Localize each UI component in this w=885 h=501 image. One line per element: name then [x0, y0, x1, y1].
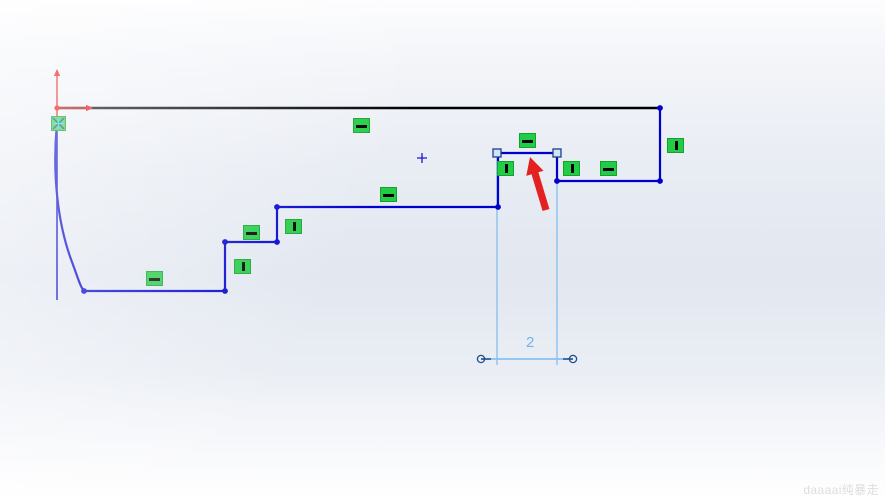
horizontal-constraint-icon[interactable] — [243, 225, 260, 240]
vertical-constraint-icon[interactable] — [497, 161, 514, 176]
horizontal-constraint-icon[interactable] — [146, 271, 163, 286]
vertical-bar-glyph — [293, 222, 296, 231]
vertical-bar-glyph — [571, 164, 574, 173]
dimension-value[interactable]: 2 — [526, 334, 535, 351]
cursor-crosshair-icon — [417, 153, 427, 163]
horizontal-bar-glyph — [246, 232, 257, 235]
sketch-polyline[interactable] — [82, 106, 662, 293]
horizontal-bar-glyph — [603, 168, 614, 171]
vertical-constraint-icon[interactable] — [234, 259, 251, 274]
vertical-constraint-icon[interactable] — [285, 219, 302, 234]
vertical-bar-glyph — [675, 141, 678, 150]
sketch-vertices[interactable] — [81, 105, 663, 294]
watermark-text: daaaai纯暴走 — [803, 483, 879, 497]
dimension-line[interactable] — [476, 354, 578, 364]
origin-axes — [53, 69, 93, 300]
origin-marker-box[interactable] — [51, 116, 66, 131]
horizontal-constraint-icon[interactable] — [353, 118, 370, 133]
horizontal-constraint-icon[interactable] — [380, 187, 397, 202]
origin-point — [54, 105, 60, 111]
vertical-constraint-icon[interactable] — [667, 138, 684, 153]
horizontal-constraint-icon[interactable] — [519, 133, 536, 148]
horizontal-bar-glyph — [149, 278, 160, 281]
annotation-arrow-icon — [526, 157, 550, 211]
vertical-constraint-icon[interactable] — [563, 161, 580, 176]
vertical-bar-glyph — [242, 262, 245, 271]
horizontal-bar-glyph — [522, 140, 533, 143]
selected-endpoint-handles[interactable] — [492, 148, 562, 158]
vertical-bar-glyph — [505, 164, 508, 173]
horizontal-constraint-icon[interactable] — [600, 161, 617, 176]
sketch-spline[interactable] — [54, 121, 86, 293]
horizontal-bar-glyph — [383, 194, 394, 197]
horizontal-bar-glyph — [356, 125, 367, 128]
